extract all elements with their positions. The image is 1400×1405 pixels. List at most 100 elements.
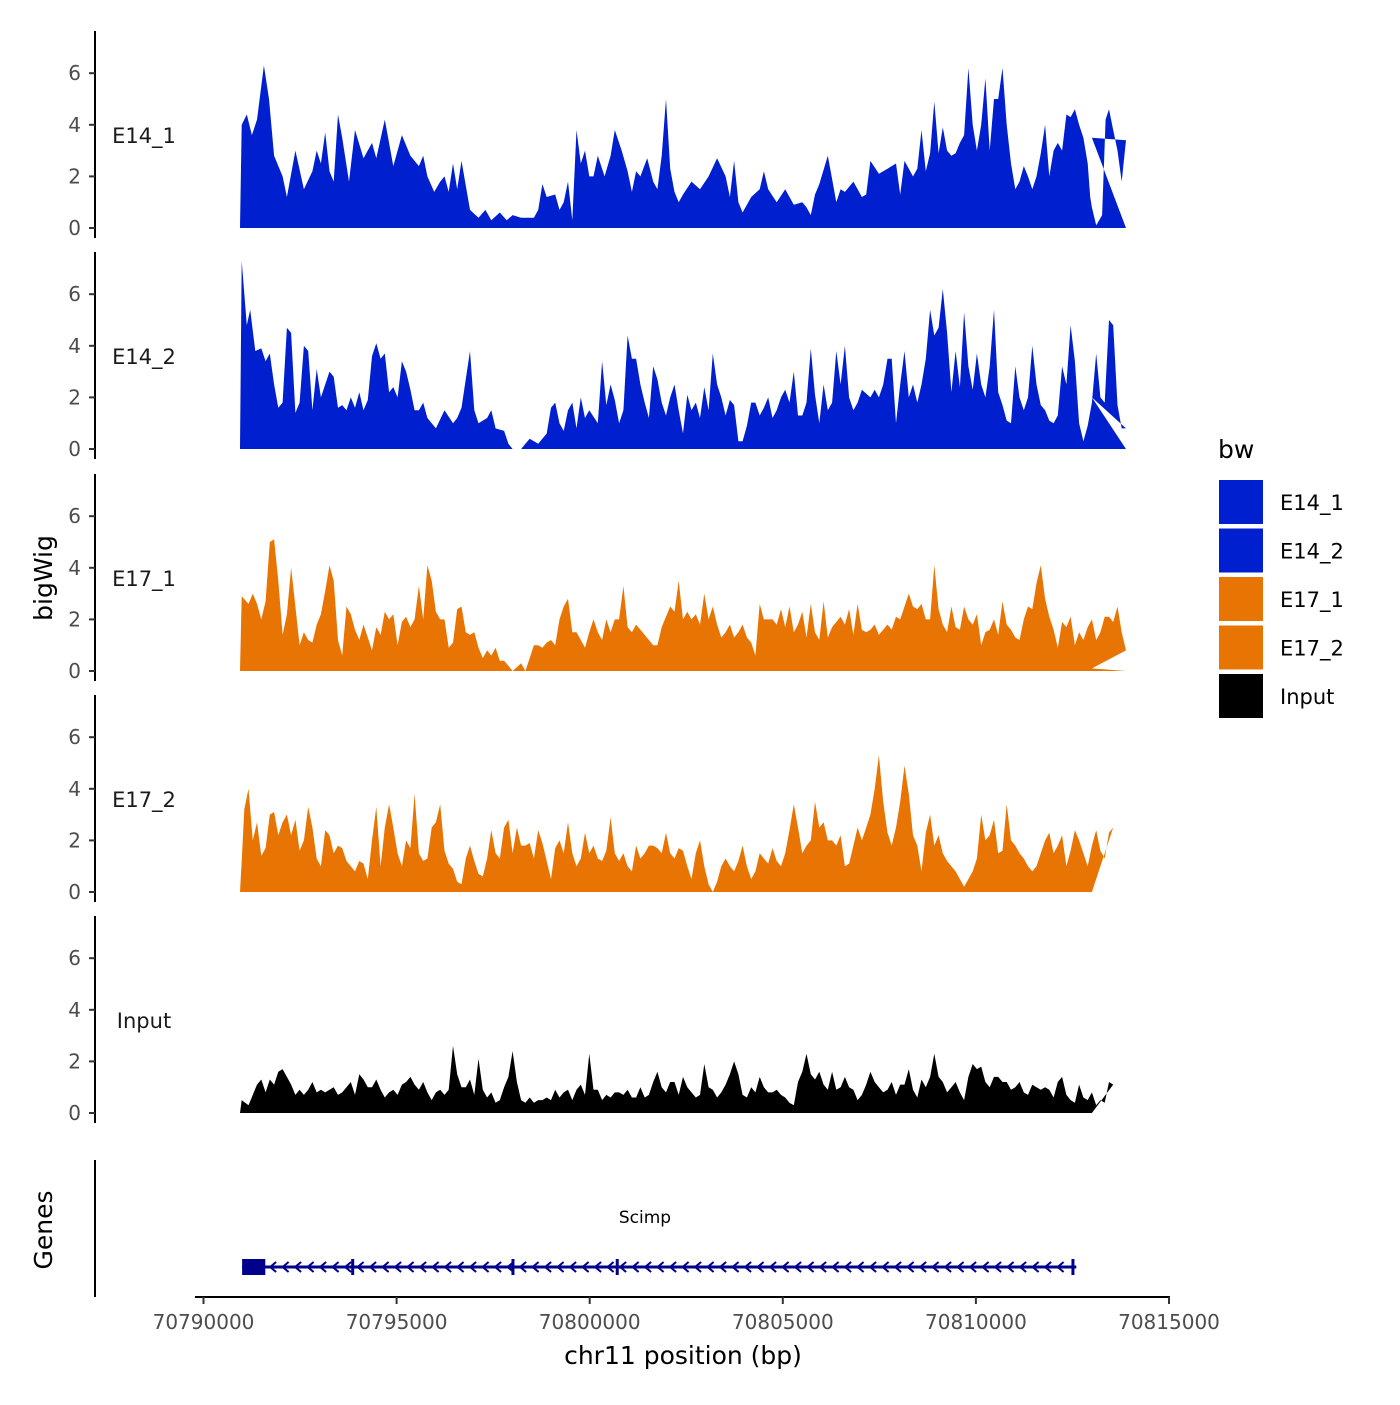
exon [351, 1259, 355, 1275]
strand-arrow [481, 1261, 490, 1273]
strand-arrow [631, 1261, 640, 1273]
y-tick-label: 4 [68, 113, 81, 137]
area-E17_2 [240, 755, 1126, 892]
strand-arrow [668, 1261, 677, 1273]
strand-arrow [781, 1261, 790, 1273]
legend-swatch-E14_2 [1219, 528, 1263, 573]
y-tick-label: 6 [68, 946, 81, 970]
track-label-E17_1: E17_1 [112, 567, 176, 592]
strand-arrow [656, 1261, 665, 1273]
strand-arrow [868, 1261, 877, 1273]
strand-arrow [418, 1261, 427, 1273]
strand-arrow [1031, 1261, 1040, 1273]
strand-arrow [981, 1261, 990, 1273]
x-axis: 70790000 70795000 70800000 70805000 70810000… [153, 1296, 1220, 1334]
gene-Scimp: Scimp [242, 1208, 1077, 1275]
area-E14_1 [240, 65, 1126, 228]
strand-arrow [318, 1261, 327, 1273]
y-tick-label: 0 [68, 216, 81, 240]
track-E17_1: 0 2 4 6 E17_1 [68, 474, 1126, 683]
exon [615, 1259, 619, 1275]
strand-arrow [906, 1261, 915, 1273]
strand-arrow [268, 1261, 277, 1273]
strand-arrow [856, 1261, 865, 1273]
y-tick-label: 2 [68, 164, 81, 188]
strand-arrow [793, 1261, 802, 1273]
legend-title: bw [1218, 435, 1254, 464]
track-E14_2: 0 2 4 6 E14_2 [68, 252, 1126, 461]
strand-arrow [568, 1261, 577, 1273]
strand-arrow [381, 1261, 390, 1273]
legend: bw E14_1 E14_2 E17_1 E17_2 Input [1218, 435, 1344, 718]
strand-arrow [606, 1261, 615, 1273]
strand-arrow [531, 1261, 540, 1273]
y-tick-label: 6 [68, 504, 81, 528]
area-E14_2 [240, 260, 1126, 449]
x-tick-label: 70815000 [1118, 1310, 1220, 1334]
strand-arrow [643, 1261, 652, 1273]
track-Input: 0 2 4 6 Input [68, 916, 1126, 1125]
strand-arrow [831, 1261, 840, 1273]
y-tick-label: 2 [68, 385, 81, 409]
strand-arrow [518, 1261, 527, 1273]
strand-arrow [1056, 1261, 1065, 1273]
track-label-E14_2: E14_2 [112, 345, 176, 370]
strand-arrow [331, 1261, 340, 1273]
strand-arrow [306, 1261, 315, 1273]
strand-arrow [1043, 1261, 1052, 1273]
strand-arrow [731, 1261, 740, 1273]
strand-arrow [956, 1261, 965, 1273]
y-tick-label: 6 [68, 61, 81, 85]
strand-arrow [356, 1261, 365, 1273]
strand-arrow [943, 1261, 952, 1273]
legend-swatch-Input [1219, 674, 1263, 718]
strand-arrow [393, 1261, 402, 1273]
legend-swatch-E17_2 [1219, 625, 1263, 670]
track-label-E17_2: E17_2 [112, 788, 176, 813]
strand-arrow [443, 1261, 452, 1273]
strand-arrow [468, 1261, 477, 1273]
x-tick-label: 70810000 [925, 1310, 1027, 1334]
y-tick-label: 2 [68, 607, 81, 631]
strand-arrow [681, 1261, 690, 1273]
track-E17_2: 0 2 4 6 E17_2 [68, 695, 1126, 904]
strand-arrow [1006, 1261, 1015, 1273]
strand-arrow [968, 1261, 977, 1273]
x-tick-label: 70790000 [153, 1310, 255, 1334]
genes-axis-title: Genes [29, 1190, 58, 1269]
strand-arrow [931, 1261, 940, 1273]
track-label-Input: Input [117, 1009, 171, 1033]
strand-arrow [843, 1261, 852, 1273]
strand-arrow [431, 1261, 440, 1273]
track-E14_1: 0 2 4 6 E14_1 [68, 31, 1126, 240]
strand-arrow [543, 1261, 552, 1273]
y-tick-label: 0 [68, 437, 81, 461]
strand-arrow [818, 1261, 827, 1273]
strand-arrow [918, 1261, 927, 1273]
strand-arrow [706, 1261, 715, 1273]
y-tick-label: 6 [68, 725, 81, 749]
y-tick-label: 6 [68, 282, 81, 306]
legend-label-E14_1: E14_1 [1280, 491, 1344, 516]
exon [1071, 1259, 1075, 1275]
strand-arrow [281, 1261, 290, 1273]
strand-arrow [343, 1261, 352, 1273]
y-tick-label: 2 [68, 828, 81, 852]
strand-arrow [768, 1261, 777, 1273]
y-tick-label: 4 [68, 998, 81, 1022]
y-axis-title: bigWig [29, 535, 58, 621]
strand-arrow [493, 1261, 502, 1273]
gene-panel: Scimp [94, 1160, 1077, 1297]
strand-arrow [556, 1261, 565, 1273]
area-E17_1 [240, 539, 1126, 671]
strand-arrow [456, 1261, 465, 1273]
strand-arrow [693, 1261, 702, 1273]
exon [511, 1259, 515, 1275]
exon [242, 1259, 266, 1275]
strand-arrow [293, 1261, 302, 1273]
legend-label-E17_1: E17_1 [1280, 588, 1344, 613]
y-tick-label: 0 [68, 880, 81, 904]
x-axis-title: chr11 position (bp) [564, 1341, 802, 1370]
